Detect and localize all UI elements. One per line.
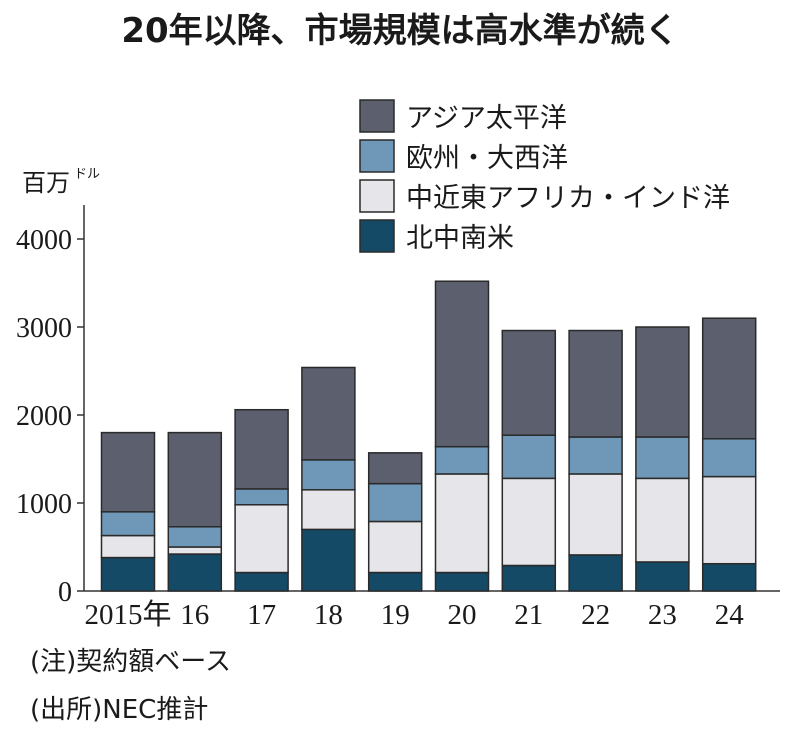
y-tick-label: 1000	[16, 489, 72, 520]
bar-segment	[701, 562, 757, 592]
x-tick-label: 20	[448, 599, 477, 631]
bar-segment	[367, 482, 423, 523]
bar-segment	[234, 408, 289, 490]
bar-segment	[434, 445, 490, 475]
y-tick-label: 2000	[16, 401, 72, 432]
bar-segment	[167, 431, 223, 528]
bar-segment	[635, 561, 690, 592]
bar-segment	[301, 528, 356, 592]
bar-segment	[167, 526, 223, 548]
bar-segment	[501, 434, 557, 480]
bar-segment	[301, 366, 356, 461]
bar-segment	[635, 436, 690, 480]
legend-swatch	[359, 99, 395, 133]
bar-segment	[100, 511, 156, 537]
x-tick-label: 22	[581, 599, 610, 631]
bar-segment	[501, 564, 557, 592]
bars	[100, 280, 757, 592]
x-tick-label: 18	[314, 599, 343, 631]
bar-segment	[701, 317, 757, 440]
bar-segment	[434, 473, 490, 574]
x-tick-label: 24	[715, 599, 745, 631]
note-basis: (注)契約額ベース	[30, 647, 231, 677]
bar-segment	[301, 489, 356, 531]
legend-swatch	[359, 219, 395, 253]
legend-swatch	[359, 139, 395, 173]
y-tick-label: 4000	[16, 225, 72, 256]
x-tick-label: 2015年	[84, 598, 171, 631]
y-tick-label: 0	[58, 577, 72, 608]
bar-segment	[234, 571, 289, 592]
x-tick-label: 21	[514, 599, 543, 631]
bar-segment	[100, 556, 156, 592]
bar-segment	[367, 571, 423, 592]
bar-segment	[100, 431, 156, 513]
x-tick-label: 19	[381, 599, 410, 631]
bar-segment	[568, 554, 623, 592]
x-tick-label: 16	[180, 599, 209, 631]
legend-label: 欧州・大西洋	[406, 143, 568, 174]
bar-segment	[167, 553, 223, 592]
legend-swatch	[359, 179, 395, 213]
bar-segment	[234, 504, 289, 574]
bar-segment	[501, 477, 557, 567]
bar-segment	[701, 438, 757, 478]
bar-segment	[367, 520, 423, 574]
bar-segment	[434, 571, 490, 592]
bar-segment	[701, 475, 757, 565]
bar-segment	[568, 473, 623, 556]
bar-segment	[167, 546, 223, 555]
bar-segment	[100, 534, 156, 559]
bar-segment	[635, 477, 690, 563]
legend-label: アジア太平洋	[406, 103, 567, 134]
bar-segment	[434, 280, 490, 448]
axes: 0 1000 2000 3000 4000 2015年 16 17 18 19 20 21 22 23 24	[16, 205, 780, 631]
y-unit-label: 百万	[22, 169, 70, 197]
legend-label: 北中南米	[406, 223, 514, 254]
y-unit-suffix: ドル	[74, 167, 100, 182]
bar-segment	[301, 459, 356, 491]
bar-segment	[635, 326, 690, 438]
bar-segment	[568, 436, 623, 475]
legend-label: 中近東アフリカ・インド洋	[406, 183, 730, 214]
x-tick-label: 17	[247, 599, 276, 631]
bar-segment	[367, 452, 423, 485]
note-source: (出所)NEC推計	[30, 695, 208, 725]
bar-segment	[501, 329, 557, 436]
y-tick-label: 3000	[16, 313, 72, 344]
x-tick-label: 23	[648, 599, 677, 631]
chart-title: 20年以降、市場規模は高水準が続く	[121, 11, 678, 51]
bar-segment	[234, 488, 289, 506]
bar-segment	[568, 329, 623, 438]
